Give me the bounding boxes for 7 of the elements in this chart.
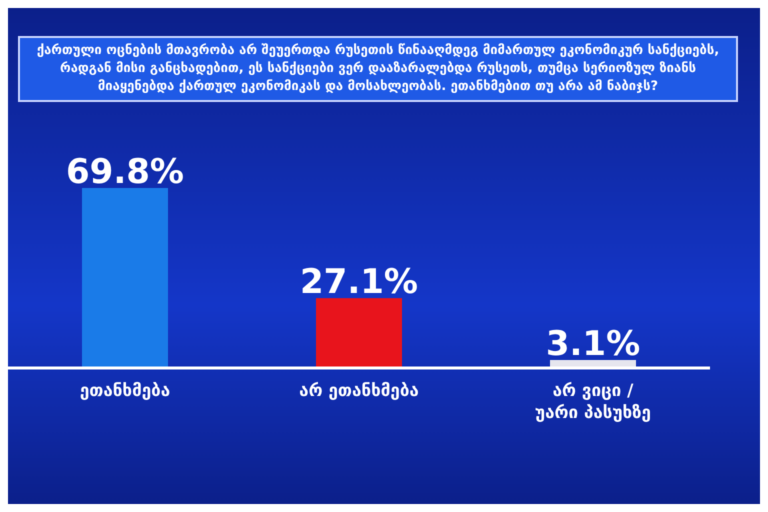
data-label: 3.1% <box>546 324 640 364</box>
chart-title: ქართული ოცნების მთავრობა არ შეუერთდა რუსეთის წინააღმდეგ მიმართულ ეკონომიკურ სანქციებს, რადგან მისი განცხადებით, ეს სანქციები ვერ დააზარალებდა რუსეთს, თუმცა სერიოზულ ზიანს მიაყენებდა ქართულ ეკონომიკას და მოსახლეობას. ეთანხმებით თუ არა ამ ნაბიჯს? <box>18 36 738 102</box>
data-label: 27.1% <box>300 262 418 302</box>
x-tick-label: არ ვიცი / უარი პასუხზე <box>535 381 651 423</box>
x-tick-label: ეთანხმება <box>80 381 170 401</box>
x-tick-label: არ ეთანხმება <box>299 381 419 401</box>
data-label: 69.8% <box>66 152 184 192</box>
